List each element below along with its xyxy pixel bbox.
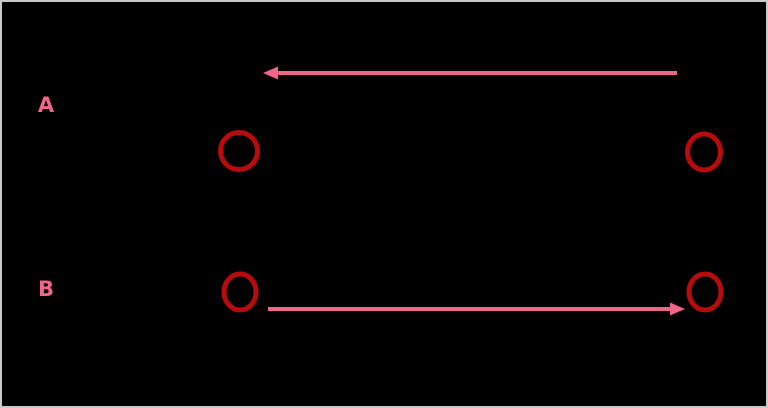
circle-node-bottom-right[interactable]	[686, 271, 724, 313]
row-label-a: A	[38, 93, 55, 117]
circle-node-bottom-left[interactable]	[221, 271, 259, 313]
arrow-top-head-left-icon	[263, 66, 278, 80]
circle-node-top-left[interactable]	[218, 130, 260, 172]
arrow-bottom-head-right-icon	[670, 302, 685, 316]
row-label-b: B	[38, 277, 54, 301]
circle-node-top-right[interactable]	[685, 131, 723, 173]
